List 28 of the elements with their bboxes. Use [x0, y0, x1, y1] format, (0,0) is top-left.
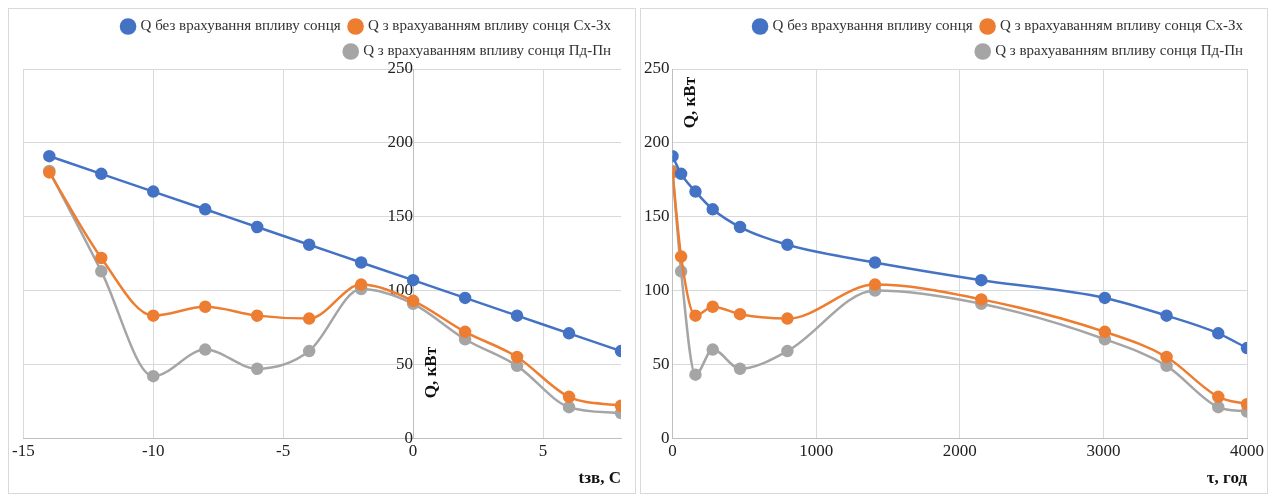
x-axis-title: tзв, С [578, 468, 621, 488]
x-tick-label: 2000 [942, 440, 977, 460]
legend-label: Q з врахуаванням впливу сонця Пд-Пн [363, 42, 611, 59]
y-tick-label: 150 [387, 206, 414, 226]
legend-label: Q з врахуаванням впливу сонця Пд-Пн [995, 42, 1243, 59]
y-axis-title: Q, кВт [679, 76, 699, 129]
y-axis-title: Q, кВт [420, 346, 440, 399]
y-tick-label: 50 [652, 353, 670, 373]
x-tick-label: -5 [276, 440, 291, 460]
y-tick-label: 250 [387, 58, 414, 78]
legend-label: Q з врахуаванням впливу сонця Сх-Зх [368, 17, 612, 34]
x-tick-label: 3000 [1086, 440, 1121, 460]
y-tick-label: 250 [644, 58, 670, 78]
y-tick-label: 150 [644, 206, 670, 226]
y-tick-label: 200 [644, 132, 670, 152]
x-tick-label: -10 [141, 440, 165, 460]
legend-label: Q без врахування впливу сонця [140, 17, 341, 34]
x-tick-label: -15 [11, 440, 35, 460]
y-tick-label: 0 [661, 427, 670, 447]
x-tick-label: 4000 [1230, 440, 1264, 460]
legend-label: Q без врахування впливу сонця [772, 17, 973, 34]
legend-label: Q з врахуаванням впливу сонця Сх-Зх [1000, 17, 1244, 34]
x-tick-label: 5 [538, 440, 548, 460]
y-tick-label: 200 [387, 132, 414, 152]
x-axis-title: τ, год [1206, 468, 1248, 488]
y-tick-label: 50 [396, 353, 414, 373]
x-tick-label: 1000 [799, 440, 834, 460]
y-tick-label: 100 [644, 279, 670, 299]
